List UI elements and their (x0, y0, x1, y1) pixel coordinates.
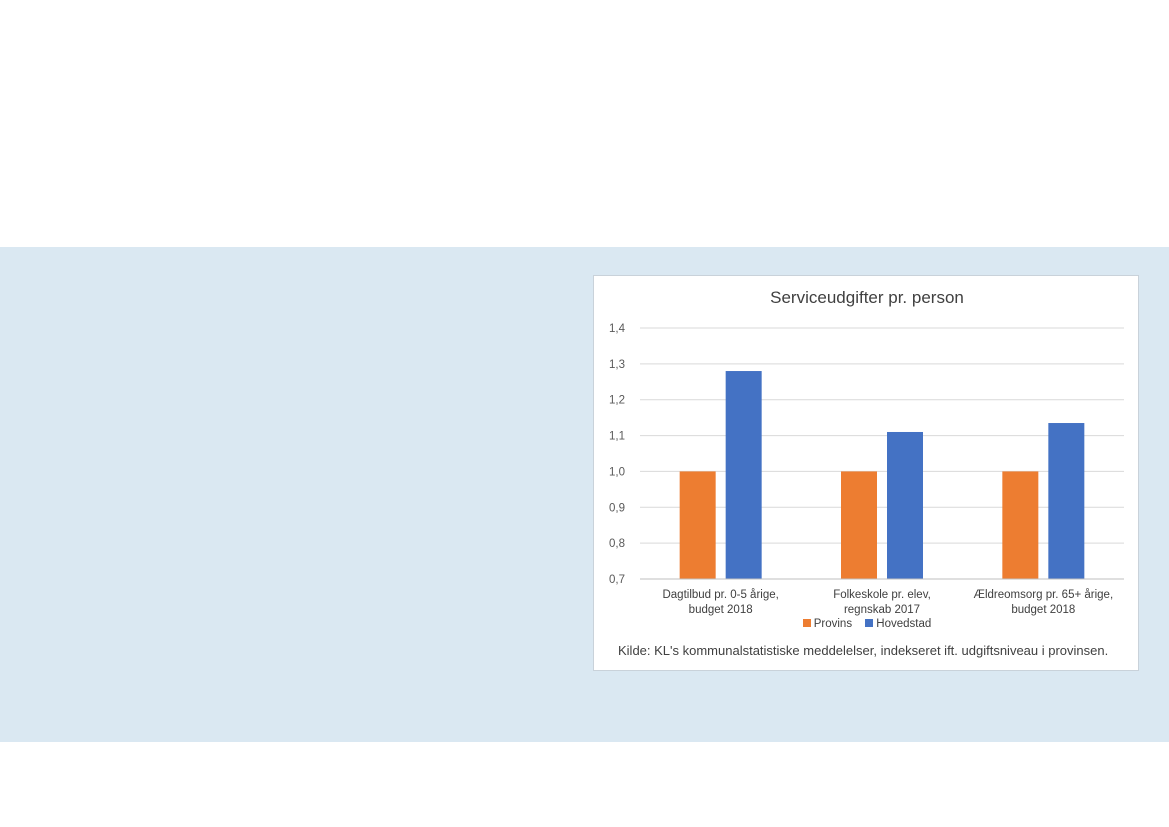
x-category-label: Dagtilbud pr. 0-5 årige, budget 2018 (646, 588, 796, 618)
legend-item-provins: Provins (802, 618, 853, 630)
legend-item-hovedstad: Hovedstad (865, 618, 931, 630)
legend-swatch-provins (802, 619, 811, 627)
chart-card: Serviceudgifter pr. person 0,7 0,8 0,9 1,0 1… (593, 275, 1139, 671)
y-tick-label: 1,0 (609, 466, 625, 478)
legend-swatch-hovedstad (865, 619, 874, 627)
bar-hovedstad-0 (725, 371, 762, 579)
legend-label-provins: Provins (813, 618, 853, 630)
y-tick-label: 1,4 (609, 323, 626, 335)
y-tick-label: 1,2 (609, 395, 625, 407)
chart-plot: 0,7 0,8 0,9 1,0 1,1 1,2 1,3 1,4 (609, 323, 1124, 586)
y-tick-label: 0,8 (609, 538, 625, 550)
x-category-label: Ældreomsorg pr. 65+ årige, budget 2018 (968, 588, 1118, 618)
x-category-label-line: Ældreomsorg pr. 65+ årige, (973, 589, 1114, 601)
x-category-label-line: Folkeskole pr. elev, (833, 589, 931, 601)
bar-provins-1 (841, 471, 877, 579)
y-tick-label: 0,9 (609, 502, 625, 514)
bar-provins-0 (679, 471, 716, 579)
x-category-label-line: budget 2018 (1011, 604, 1076, 616)
bar-hovedstad-1 (887, 431, 923, 579)
x-category-label: Folkeskole pr. elev, regnskab 2017 (807, 588, 957, 618)
bar-hovedstad-2 (1048, 423, 1085, 579)
x-category-label-line: budget 2018 (688, 604, 753, 616)
legend-label-hovedstad: Hovedstad (876, 618, 932, 630)
source-note: Kilde: KL's kommunalstatistiske meddelel… (618, 643, 1109, 658)
y-tick-label: 1,3 (609, 359, 625, 371)
legend: Provins Hovedstad (594, 618, 1140, 630)
bar-provins-2 (1002, 471, 1039, 579)
x-category-label-line: Dagtilbud pr. 0-5 årige, (662, 589, 779, 601)
chart-title: Serviceudgifter pr. person (770, 288, 964, 307)
x-category-label-line: regnskab 2017 (843, 604, 921, 616)
y-tick-label: 1,1 (609, 431, 625, 443)
y-tick-label: 0,7 (609, 574, 625, 586)
